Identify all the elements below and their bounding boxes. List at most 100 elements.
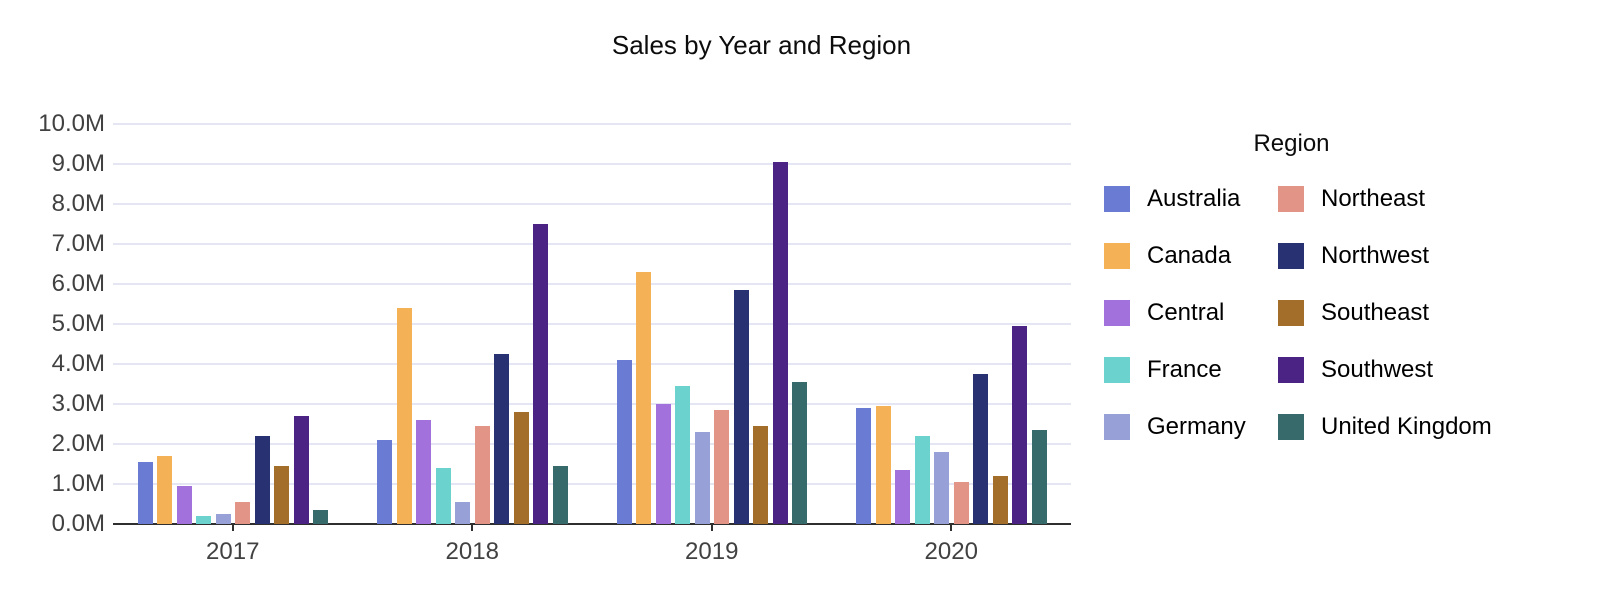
- gridline-3.0M: [113, 403, 1071, 405]
- legend-item-northeast[interactable]: Northeast: [1278, 186, 1492, 243]
- gridline-4.0M: [113, 363, 1071, 365]
- bar-australia-2019[interactable]: [616, 360, 632, 524]
- bar-northeast-2020[interactable]: [953, 482, 969, 524]
- legend-swatch-australia: [1104, 186, 1130, 212]
- legend-swatch-france: [1104, 357, 1130, 383]
- gridline-7.0M: [113, 243, 1071, 245]
- bar-southeast-2017[interactable]: [274, 466, 289, 524]
- legend-label-southeast: Southeast: [1321, 299, 1430, 326]
- bar-australia-2020[interactable]: [856, 408, 871, 524]
- gridline-2.0M: [113, 443, 1071, 445]
- legend-item-france[interactable]: France: [1104, 357, 1278, 414]
- bar-group-2019: [616, 162, 807, 524]
- legend-swatch-central: [1104, 300, 1130, 326]
- bar-germany-2017[interactable]: [215, 514, 231, 524]
- bar-northwest-2018[interactable]: [494, 354, 509, 524]
- legend-item-southwest[interactable]: Southwest: [1278, 357, 1492, 414]
- legend-item-canada[interactable]: Canada: [1104, 243, 1278, 300]
- bar-northwest-2017[interactable]: [254, 436, 270, 524]
- gridline-9.0M: [113, 163, 1071, 165]
- bar-group-2017: [137, 416, 328, 524]
- x-tick-label-2018: 2018: [445, 538, 499, 565]
- bar-southeast-2020[interactable]: [992, 476, 1008, 524]
- bar-central-2019[interactable]: [655, 404, 671, 524]
- x-tick-2019: [710, 524, 713, 531]
- y-tick-label-3.0M: 3.0M: [51, 390, 105, 417]
- legend-items: Australia Canada Central France Germany North…: [1104, 186, 1492, 471]
- bar-germany-2019[interactable]: [694, 432, 710, 524]
- legend-label-germany: Germany: [1147, 413, 1246, 440]
- bar-northwest-2019[interactable]: [733, 290, 749, 524]
- legend-swatch-northeast: [1278, 186, 1304, 212]
- bar-germany-2018[interactable]: [455, 502, 470, 524]
- bar-northwest-2020[interactable]: [973, 374, 988, 524]
- bar-southwest-2017[interactable]: [293, 416, 309, 524]
- legend-label-france: France: [1147, 356, 1222, 383]
- bar-canada-2017[interactable]: [157, 456, 172, 524]
- bar-southwest-2019[interactable]: [772, 162, 788, 524]
- bar-france-2018[interactable]: [435, 468, 451, 524]
- bar-united-kingdom-2017[interactable]: [313, 510, 328, 524]
- gridline-1.0M: [113, 483, 1071, 485]
- legend-label-australia: Australia: [1147, 185, 1241, 212]
- bar-central-2018[interactable]: [416, 420, 431, 524]
- x-axis-line: [113, 523, 1071, 525]
- bar-australia-2017[interactable]: [137, 462, 153, 524]
- legend-swatch-southeast: [1278, 300, 1304, 326]
- bar-central-2017[interactable]: [176, 486, 192, 524]
- bar-united-kingdom-2020[interactable]: [1031, 430, 1047, 524]
- legend-label-northwest: Northwest: [1321, 242, 1430, 269]
- bar-southeast-2019[interactable]: [753, 426, 768, 524]
- legend-item-central[interactable]: Central: [1104, 300, 1278, 357]
- x-tick-2018: [471, 524, 474, 531]
- y-tick-label-4.0M: 4.0M: [51, 350, 105, 377]
- bar-australia-2018[interactable]: [377, 440, 392, 524]
- bar-france-2020[interactable]: [914, 436, 930, 524]
- legend-swatch-united-kingdom: [1278, 414, 1304, 440]
- legend-label-southwest: Southwest: [1321, 356, 1434, 383]
- legend-item-germany[interactable]: Germany: [1104, 414, 1278, 471]
- x-tick-label-2019: 2019: [685, 538, 739, 565]
- legend-label-central: Central: [1147, 299, 1225, 326]
- y-tick-label-1.0M: 1.0M: [51, 470, 105, 497]
- legend-swatch-southwest: [1278, 357, 1304, 383]
- legend-label-canada: Canada: [1147, 242, 1232, 269]
- legend-item-australia[interactable]: Australia: [1104, 186, 1278, 243]
- gridline-6.0M: [113, 283, 1071, 285]
- legend-title: Region: [1253, 130, 1330, 157]
- bar-united-kingdom-2019[interactable]: [792, 382, 807, 524]
- bar-group-2018: [377, 224, 568, 524]
- legend-label-united-kingdom: United Kingdom: [1321, 413, 1492, 440]
- legend-item-northwest[interactable]: Northwest: [1278, 243, 1492, 300]
- legend-item-southeast[interactable]: Southeast: [1278, 300, 1492, 357]
- legend-swatch-canada: [1104, 243, 1130, 269]
- bar-canada-2018[interactable]: [396, 308, 412, 524]
- gridline-8.0M: [113, 203, 1071, 205]
- bar-canada-2019[interactable]: [636, 272, 651, 524]
- y-tick-label-9.0M: 9.0M: [51, 150, 105, 177]
- chart-title: Sales by Year and Region: [611, 30, 912, 60]
- bar-southwest-2018[interactable]: [533, 224, 548, 524]
- x-tick-2017: [231, 524, 234, 531]
- bar-northeast-2018[interactable]: [474, 426, 490, 524]
- bar-united-kingdom-2018[interactable]: [552, 466, 568, 524]
- bar-northeast-2017[interactable]: [235, 502, 250, 524]
- bar-southwest-2020[interactable]: [1012, 326, 1027, 524]
- bar-france-2019[interactable]: [675, 386, 690, 524]
- legend-item-united-kingdom[interactable]: United Kingdom: [1278, 414, 1492, 471]
- legend-swatch-germany: [1104, 414, 1130, 440]
- x-tick-label-2017: 2017: [206, 538, 260, 565]
- y-tick-label-2.0M: 2.0M: [51, 430, 105, 457]
- bar-germany-2020[interactable]: [934, 452, 949, 524]
- x-tick-2020: [950, 524, 953, 531]
- gridline-10.0M: [113, 123, 1071, 125]
- bar-northeast-2019[interactable]: [714, 410, 729, 524]
- y-tick-label-7.0M: 7.0M: [51, 230, 105, 257]
- y-tick-label-8.0M: 8.0M: [51, 190, 105, 217]
- bar-southeast-2018[interactable]: [513, 412, 529, 524]
- bar-france-2017[interactable]: [196, 516, 211, 524]
- legend-label-northeast: Northeast: [1321, 185, 1426, 212]
- bar-canada-2020[interactable]: [875, 406, 891, 524]
- bar-central-2020[interactable]: [895, 470, 910, 524]
